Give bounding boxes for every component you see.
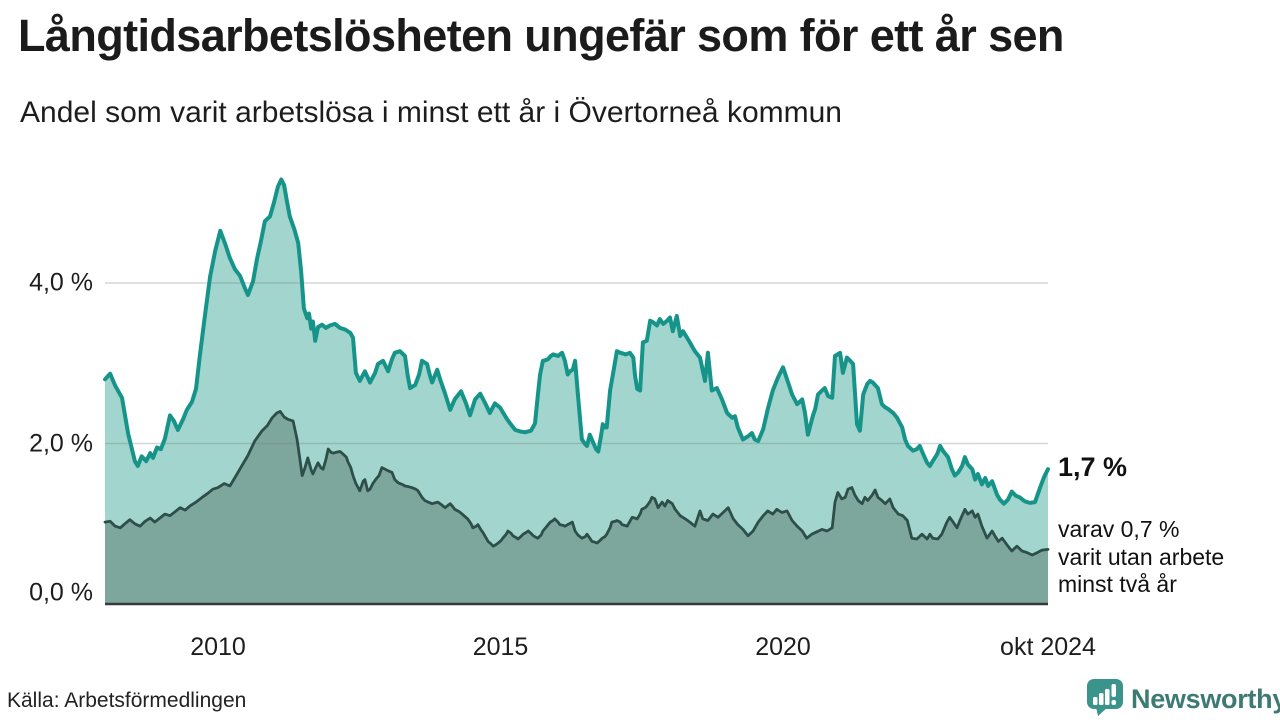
newsworthy-logo-icon xyxy=(1086,678,1124,720)
y-tick-label: 4,0 % xyxy=(29,268,93,297)
latest-sub-label: varav 0,7 % varit utan arbete minst två … xyxy=(1058,516,1224,599)
x-tick-label: 2015 xyxy=(472,633,529,661)
source-note: Källa: Arbetsförmedlingen xyxy=(7,689,247,712)
latest-sub-line-3: minst två år xyxy=(1058,571,1177,597)
series-line-minst-tva-ar xyxy=(103,410,1050,557)
brand-name: Newsworthy xyxy=(1131,684,1280,714)
latest-sub-line-1: varav 0,7 % xyxy=(1058,516,1180,542)
x-tick-label: 2010 xyxy=(190,633,246,661)
page-subtitle: Andel som varit arbetslösa i minst ett å… xyxy=(20,96,842,129)
latest-value-label: 1,7 % xyxy=(1058,452,1128,482)
series-area-minst-tva-ar xyxy=(105,411,1048,604)
y-tick-label: 2,0 % xyxy=(29,429,93,457)
brand-lockup: Newsworthy xyxy=(1086,678,1280,720)
x-tick-label: 2020 xyxy=(755,633,811,661)
series-line-minst-ett-ar xyxy=(103,177,1050,506)
latest-sub-line-2: varit utan arbete xyxy=(1058,543,1225,570)
page-title: Långtidsarbetslösheten ungefär som för e… xyxy=(18,10,1064,61)
x-tick-label: okt 2024 xyxy=(1000,633,1096,661)
y-tick-label: 0,0 % xyxy=(29,578,93,607)
